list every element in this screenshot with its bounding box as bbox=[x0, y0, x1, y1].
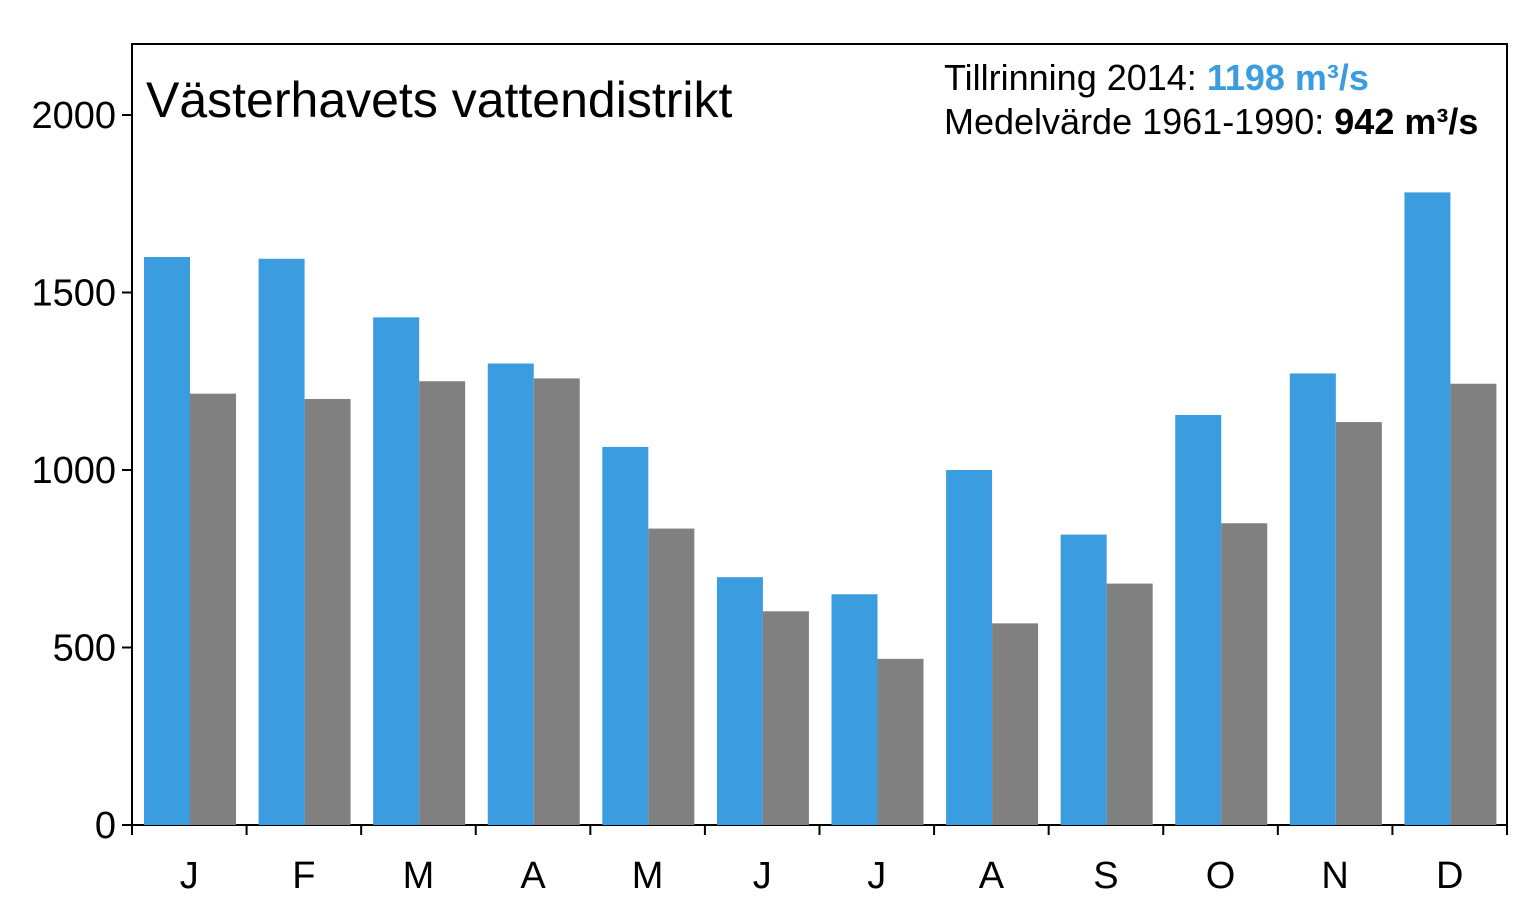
x-tick-label-1: J bbox=[180, 855, 199, 897]
bar-series-2-7 bbox=[877, 658, 924, 825]
bar-series-2-1 bbox=[190, 393, 236, 825]
bar-series-1-6 bbox=[716, 577, 763, 825]
axis-layer: 0 500 1000 1500 2000 J F M A M J J A S O N D bbox=[31, 95, 1508, 897]
bar-series-2-5 bbox=[648, 528, 695, 825]
bar-series-2-10 bbox=[1221, 523, 1268, 825]
x-tick-label-10: O bbox=[1206, 855, 1236, 897]
bars-layer bbox=[144, 192, 1497, 825]
bar-series-1-10 bbox=[1175, 414, 1222, 825]
y-tick-label-2: 500 bbox=[53, 628, 116, 670]
x-tick-label-9: S bbox=[1093, 855, 1118, 897]
bar-series-1-3 bbox=[373, 317, 420, 825]
x-tick-label-12: D bbox=[1436, 855, 1463, 897]
x-tick-label-2: F bbox=[292, 855, 315, 897]
bar-series-2-12 bbox=[1450, 383, 1497, 825]
annotation-line-2: Medelvärde 1961-1990: 942 m³/s bbox=[944, 101, 1478, 142]
plot-frame bbox=[131, 43, 1508, 826]
annotation-1-prefix: Tillrinning 2014: bbox=[944, 57, 1207, 98]
y-tick-label-4: 1500 bbox=[31, 273, 116, 315]
bar-series-1-4 bbox=[487, 363, 534, 825]
bar-series-1-9 bbox=[1060, 534, 1107, 825]
bar-series-1-11 bbox=[1289, 373, 1336, 825]
bar-series-2-11 bbox=[1335, 422, 1382, 825]
bar-series-1-1 bbox=[144, 257, 190, 825]
x-tick-label-5: M bbox=[632, 855, 664, 897]
bar-series-2-2 bbox=[304, 399, 351, 825]
bar-series-1-2 bbox=[258, 258, 305, 825]
bar-series-1-7 bbox=[831, 594, 878, 825]
x-tick-label-3: M bbox=[403, 855, 435, 897]
x-tick-label-11: N bbox=[1321, 855, 1348, 897]
y-tick-label-1: 0 bbox=[95, 805, 116, 847]
chart-title: Västerhavets vattendistrikt bbox=[146, 72, 732, 128]
y-tick-label-3: 1000 bbox=[31, 450, 116, 492]
bar-series-1-5 bbox=[602, 446, 649, 825]
bar-series-2-3 bbox=[419, 381, 466, 825]
y-tick-label-5: 2000 bbox=[31, 95, 116, 137]
x-tick-label-4: A bbox=[520, 855, 546, 897]
bar-series-1-12 bbox=[1404, 192, 1451, 825]
annotation-2-value: 942 m³/s bbox=[1334, 101, 1478, 142]
annotation-1-value: 1198 m³/s bbox=[1207, 57, 1369, 98]
bar-series-1-8 bbox=[946, 470, 993, 825]
x-tick-label-7: J bbox=[867, 855, 886, 897]
x-tick-label-8: A bbox=[979, 855, 1005, 897]
bar-series-2-8 bbox=[992, 623, 1039, 825]
bar-series-2-6 bbox=[762, 611, 809, 825]
bar-series-2-4 bbox=[533, 378, 580, 825]
annotation-line-1: Tillrinning 2014: 1198 m³/s bbox=[944, 57, 1369, 98]
annotation-2-prefix: Medelvärde 1961-1990: bbox=[944, 101, 1334, 142]
bar-series-2-9 bbox=[1106, 583, 1153, 825]
x-tick-label-6: J bbox=[753, 855, 772, 897]
